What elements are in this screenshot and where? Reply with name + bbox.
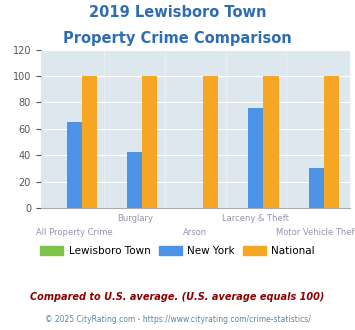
Text: Property Crime Comparison: Property Crime Comparison [63, 31, 292, 46]
Bar [324, 76, 339, 208]
Text: Burglary: Burglary [117, 214, 153, 223]
Bar [67, 122, 82, 208]
Bar [82, 76, 97, 208]
Bar [263, 76, 279, 208]
Text: Compared to U.S. average. (U.S. average equals 100): Compared to U.S. average. (U.S. average … [30, 292, 325, 302]
Bar [142, 76, 157, 208]
Text: Arson: Arson [183, 228, 207, 238]
Bar [127, 152, 142, 208]
Bar [203, 76, 218, 208]
Text: Larceny & Theft: Larceny & Theft [222, 214, 289, 223]
Bar [309, 168, 324, 208]
Bar [248, 108, 263, 208]
Text: 2019 Lewisboro Town: 2019 Lewisboro Town [89, 5, 266, 20]
Legend: Lewisboro Town, New York, National: Lewisboro Town, New York, National [36, 242, 319, 260]
Text: Motor Vehicle Theft: Motor Vehicle Theft [275, 228, 355, 238]
Text: All Property Crime: All Property Crime [36, 228, 113, 238]
Text: © 2025 CityRating.com - https://www.cityrating.com/crime-statistics/: © 2025 CityRating.com - https://www.city… [45, 315, 310, 324]
